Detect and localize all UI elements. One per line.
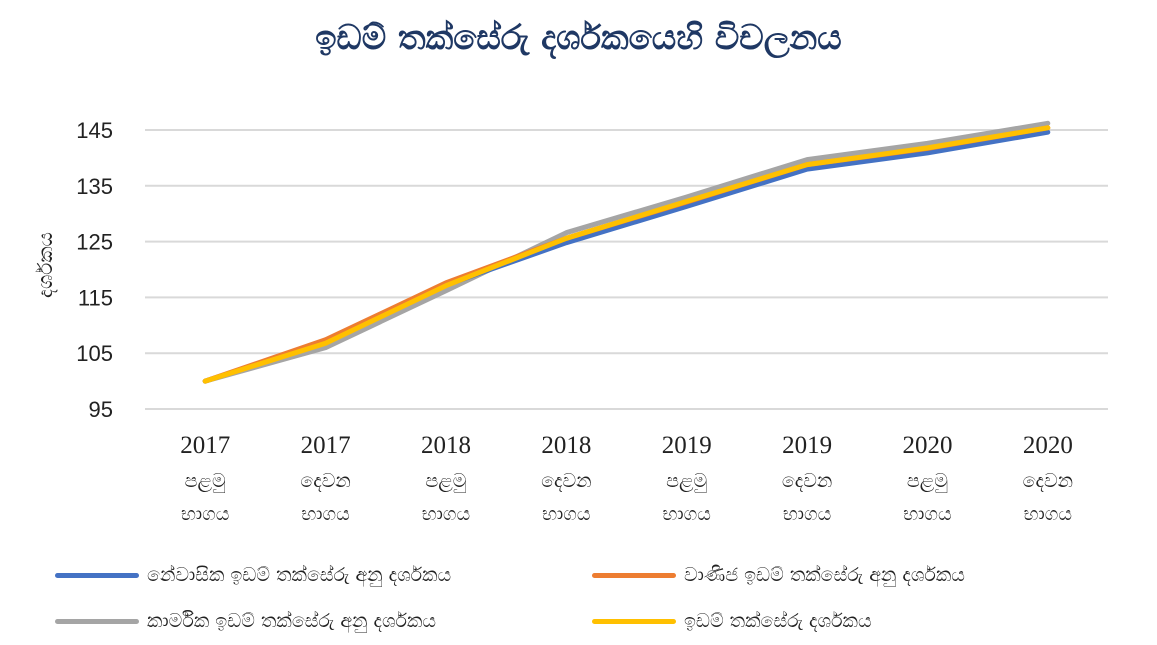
data-point-industrial [564,230,569,235]
x-tick-half: දෙවන [541,470,591,492]
y-axis-label: දර්ශකය [33,232,57,298]
data-point-residential [1045,130,1050,135]
y-tick-label: 105 [76,341,113,366]
x-tick-label: 2019 දෙවන භාගය [782,432,832,525]
legend-item-commercial: වාණිජ ඉඩම් තක්සේරු අනු දර්ශකය [592,560,965,590]
data-point-industrial [925,141,930,146]
x-tick-year: 2017 [301,432,351,459]
legend-swatch-overall [592,618,676,624]
x-tick-label: 2018 පළමු භාගය [421,432,471,525]
legend-item-industrial: කාර්මික ඉඩම් තක්සේරු අනු දර්ශකය [55,606,436,636]
x-tick-year: 2020 [902,432,952,459]
x-tick-label: 2019 පළමු භාගය [662,432,712,525]
y-tick-label: 125 [76,230,113,255]
x-tick-year: 2019 [662,432,712,459]
y-tick-label: 95 [89,397,113,422]
chart-title: ඉඩම් තක්සේරු දර්ශකයෙහි විචලනය [315,18,842,58]
series-line-industrial [202,120,1051,384]
data-point-overall [564,236,569,241]
x-tick-suffix: භාගය [422,503,470,525]
data-point-industrial [684,194,689,199]
legend-label-overall: ඉඩම් තක්සේරු දර්ශකය [684,610,872,632]
x-tick-suffix: භාගය [903,503,951,525]
x-tick-year: 2020 [1023,432,1073,459]
x-tick-half: දෙවන [782,470,832,492]
x-tick-half: පළමු [425,470,466,493]
x-tick-label: 2017 පළමු භාගය [180,432,230,525]
x-tick-suffix: භාගය [542,503,590,525]
legend-label-commercial: වාණිජ ඉඩම් තක්සේරු අනු දර්ශකය [684,564,965,586]
legend-label-residential: නේවාසික ඉඩම් තක්සේරු අනු දර්ශකය [147,564,452,586]
x-tick-year: 2018 [541,432,591,459]
y-tick-label: 115 [78,285,113,310]
data-point-residential [684,204,689,209]
x-tick-label: 2020 පළමු භාගය [902,432,952,525]
legend-swatch-residential [55,572,139,578]
x-tick-year: 2017 [180,432,230,459]
data-point-residential [805,167,810,172]
x-tick-suffix: භාගය [181,503,229,525]
x-tick-half: දෙවන [1023,470,1073,492]
legend-swatch-commercial [592,572,676,578]
x-tick-year: 2018 [421,432,471,459]
data-point-overall [684,199,689,204]
data-point-overall [203,379,208,384]
x-tick-suffix: භාගය [301,503,349,525]
data-point-overall [323,341,328,346]
x-tick-half: පළමු [185,470,226,493]
x-tick-year: 2019 [782,432,832,459]
series-line-overall [202,125,1051,384]
y-tick-label: 135 [76,174,113,199]
x-tick-half: පළමු [907,470,948,493]
x-tick-suffix: භාගය [1024,503,1072,525]
data-point-industrial [443,288,448,293]
legend-label-industrial: කාර්මික ඉඩම් තක්සේරු අනු දර්ශකය [147,610,437,632]
data-point-overall [1045,125,1050,130]
x-tick-half: පළමු [666,470,707,493]
x-tick-label: 2020 දෙවන භාගය [1023,432,1073,525]
legend-item-residential: නේවාසික ඉඩම් තක්සේරු අනු දර්ශකය [55,560,451,590]
x-tick-suffix: භාගය [662,503,710,525]
y-tick-label: 145 [76,118,113,143]
data-point-overall [443,283,448,288]
data-point-residential [564,240,569,245]
x-tick-suffix: භාගය [783,503,831,525]
legend-item-overall: ඉඩම් තක්සේරු දර්ශකය [592,606,872,636]
data-point-industrial [805,157,810,162]
data-point-overall [925,145,930,150]
data-point-industrial [1045,121,1050,126]
x-tick-label: 2018 දෙවන භාගය [541,432,591,525]
legend-swatch-industrial [55,618,139,624]
data-point-industrial [323,345,328,350]
data-point-residential [925,150,930,155]
x-tick-label: 2017 දෙවන භාගය [300,432,350,525]
x-tick-half: දෙවන [300,470,350,492]
data-point-overall [805,162,810,167]
